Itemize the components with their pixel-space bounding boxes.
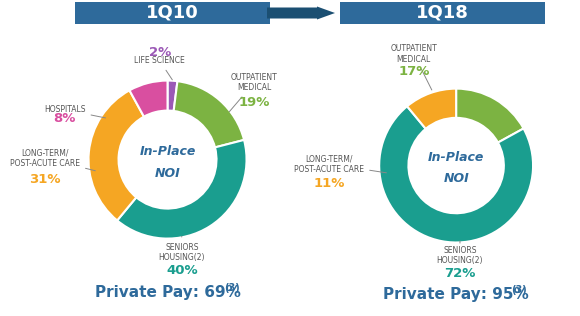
Text: HOSPITALS: HOSPITALS (44, 105, 106, 118)
Text: (3): (3) (224, 283, 240, 293)
Text: NOI: NOI (155, 167, 180, 179)
Text: 1Q18: 1Q18 (415, 4, 469, 22)
FancyBboxPatch shape (340, 2, 545, 24)
Wedge shape (407, 88, 456, 129)
Wedge shape (173, 81, 244, 147)
Wedge shape (168, 81, 177, 111)
Wedge shape (89, 90, 144, 221)
Text: SENIORS
HOUSING(2): SENIORS HOUSING(2) (437, 241, 483, 265)
Text: SENIORS
HOUSING(2): SENIORS HOUSING(2) (158, 236, 205, 262)
Text: 1Q10: 1Q10 (146, 4, 198, 22)
Wedge shape (117, 140, 246, 239)
Text: Private Pay: 69%: Private Pay: 69% (95, 285, 241, 300)
Text: 2%: 2% (148, 46, 171, 59)
Wedge shape (456, 88, 524, 143)
Text: LIFE SCIENCE: LIFE SCIENCE (134, 56, 185, 80)
Text: 40%: 40% (166, 264, 198, 277)
Text: OUTPATIENT
MEDICAL: OUTPATIENT MEDICAL (229, 73, 278, 112)
Text: OUTPATIENT
MEDICAL: OUTPATIENT MEDICAL (390, 44, 437, 90)
Text: In-Place: In-Place (139, 145, 195, 158)
Text: 31%: 31% (30, 173, 61, 186)
Text: NOI: NOI (443, 172, 469, 185)
Text: 11%: 11% (314, 177, 345, 190)
Text: LONG-TERM/
POST-ACUTE CARE: LONG-TERM/ POST-ACUTE CARE (294, 154, 386, 174)
Text: 8%: 8% (53, 112, 76, 125)
Text: (3): (3) (512, 285, 527, 295)
Text: LONG-TERM/
POST-ACUTE CARE: LONG-TERM/ POST-ACUTE CARE (10, 149, 95, 171)
Text: In-Place: In-Place (428, 151, 484, 164)
Wedge shape (129, 81, 168, 117)
FancyBboxPatch shape (75, 2, 270, 24)
Text: 17%: 17% (398, 65, 430, 78)
Text: Private Pay: 95%: Private Pay: 95% (383, 287, 529, 302)
Text: 72%: 72% (444, 267, 476, 280)
Wedge shape (379, 106, 533, 242)
Text: 19%: 19% (239, 96, 270, 109)
FancyArrow shape (267, 7, 335, 20)
